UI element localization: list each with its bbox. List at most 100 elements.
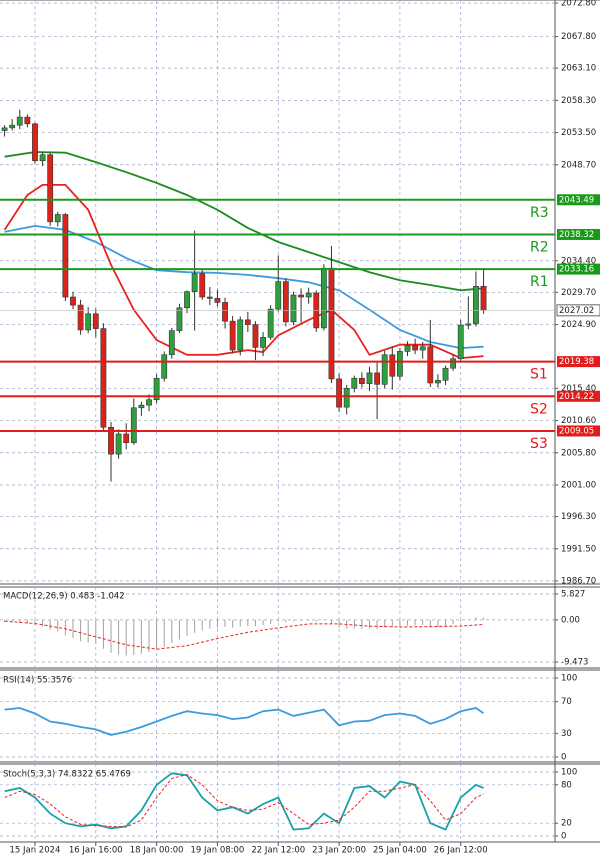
- candle-body: [47, 154, 54, 223]
- candle-body: [480, 285, 487, 311]
- candle-body: [214, 298, 221, 303]
- level-label: R1: [530, 274, 549, 290]
- candle-body: [229, 320, 236, 351]
- candle-body: [16, 116, 23, 126]
- candle-body: [442, 367, 449, 381]
- y-tick-label: 0.00: [561, 615, 580, 625]
- price-box: [557, 356, 600, 368]
- indicator-line: [3, 184, 484, 360]
- x-tick-label: 19 Jan 08:00: [191, 846, 245, 856]
- x-tick-label: 15 Jan 2024: [9, 846, 60, 856]
- y-tick-label: 20: [561, 819, 572, 829]
- price-box-label: 2043.49: [559, 195, 594, 205]
- level-label: S3: [530, 436, 548, 452]
- price-box-label: 2038.32: [559, 230, 594, 240]
- candle-body: [9, 124, 16, 129]
- candle-body: [146, 399, 152, 406]
- y-tick-label: 2010.60: [561, 416, 596, 426]
- candle-body: [366, 372, 373, 384]
- price-box-label: 2027.02: [559, 306, 594, 316]
- y-tick-label: 80: [561, 780, 572, 790]
- candle-body: [358, 377, 365, 384]
- price-box-label: 2033.16: [559, 265, 594, 275]
- y-tick-label: 0: [561, 753, 566, 763]
- price-box: [557, 228, 600, 240]
- candle-body: [412, 345, 419, 351]
- y-tick-label: 0: [561, 832, 566, 842]
- candle-body: [389, 354, 396, 377]
- indicator-line: [4, 224, 484, 350]
- price-box: [557, 390, 600, 402]
- candle-body: [290, 294, 297, 323]
- candle-body: [298, 294, 304, 298]
- y-tick-label: 1986.70: [561, 577, 596, 587]
- candle-body: [32, 123, 38, 162]
- candle-body: [153, 377, 160, 401]
- candle-body: [465, 323, 472, 326]
- candle-body: [336, 378, 342, 408]
- y-tick-label: 1991.50: [561, 544, 596, 554]
- candle-body: [381, 354, 388, 385]
- y-tick-label: 2063.10: [561, 64, 596, 74]
- y-tick-label: 2001.00: [561, 481, 596, 491]
- candle-body: [427, 346, 434, 384]
- indicator-line: [4, 151, 484, 292]
- candle-body: [77, 304, 84, 331]
- y-tick-label: 2005.80: [561, 448, 596, 458]
- y-tick-label: 100: [561, 674, 577, 684]
- candle-body: [237, 319, 244, 351]
- candle-body: [275, 281, 282, 310]
- y-tick-label: 2053.50: [561, 128, 596, 138]
- candle-body: [473, 285, 479, 325]
- candle-body: [62, 214, 69, 298]
- candle-body: [184, 291, 190, 309]
- indicator-line: [4, 707, 485, 736]
- price-box: [557, 194, 600, 206]
- candle-body: [404, 345, 411, 352]
- y-tick-label: 30: [561, 729, 572, 739]
- candle-body: [130, 407, 137, 444]
- y-tick-label: 2067.80: [561, 32, 596, 42]
- candle-body: [260, 337, 266, 348]
- level-label: S2: [530, 401, 548, 417]
- candle-body: [24, 116, 31, 125]
- candle-body: [70, 296, 76, 306]
- candle-body: [206, 296, 213, 299]
- candle-body: [419, 346, 426, 351]
- y-tick-label: 2015.40: [561, 384, 596, 394]
- y-tick-label: 2024.90: [561, 320, 596, 330]
- price-box: [556, 304, 600, 317]
- candle-body: [450, 358, 457, 369]
- x-tick-label: 22 Jan 12:00: [251, 846, 305, 856]
- candle-body: [244, 319, 251, 325]
- candle-body: [305, 292, 312, 298]
- x-tick-label: 25 Jan 04:00: [373, 846, 427, 856]
- candle-body: [54, 214, 61, 223]
- candle-body: [457, 324, 464, 360]
- indicator-line: [4, 774, 484, 828]
- candle-body: [191, 273, 198, 292]
- candle-body: [222, 302, 228, 322]
- candle-body: [123, 433, 130, 444]
- y-tick-label: -9.473: [561, 658, 588, 668]
- indicator-line: [4, 772, 484, 831]
- candle-body: [199, 273, 206, 298]
- candle-body: [320, 267, 327, 329]
- candle-body: [176, 307, 183, 331]
- candle-body: [115, 433, 122, 455]
- candle-body: [374, 372, 380, 385]
- y-tick-label: 1996.30: [561, 512, 596, 522]
- candle-body: [267, 308, 274, 338]
- candle-body: [108, 426, 114, 455]
- candle-body: [282, 281, 289, 323]
- x-tick-label: 23 Jan 20:00: [312, 846, 366, 856]
- candle-body: [138, 404, 145, 409]
- y-tick-label: 70: [561, 697, 572, 707]
- candle-body: [252, 324, 259, 348]
- y-tick-label: 2034.40: [561, 256, 596, 266]
- level-label: R2: [530, 239, 549, 255]
- candle-body: [161, 354, 168, 379]
- y-tick-label: 2072.80: [561, 0, 596, 9]
